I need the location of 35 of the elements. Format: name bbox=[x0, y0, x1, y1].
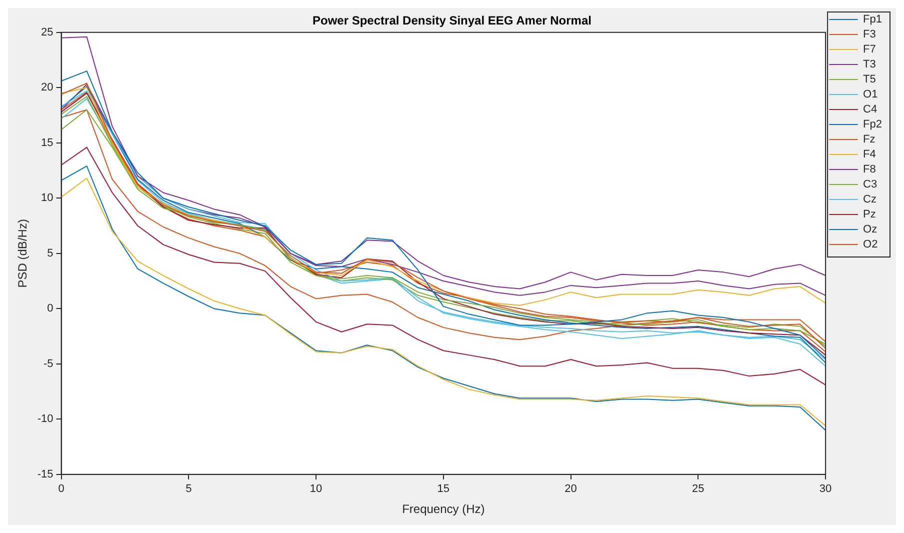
x-tick-label: 20 bbox=[564, 483, 577, 496]
x-tick-label: 15 bbox=[437, 483, 450, 496]
legend-label: F4 bbox=[863, 148, 876, 161]
y-tick-label: -5 bbox=[44, 358, 54, 370]
legend-label: F8 bbox=[863, 164, 876, 176]
y-tick-label: 15 bbox=[41, 136, 54, 149]
legend-label: O2 bbox=[863, 238, 878, 251]
legend-label: Pz bbox=[863, 208, 876, 221]
legend-label: Fp1 bbox=[863, 14, 882, 26]
y-tick-label: 10 bbox=[41, 192, 54, 204]
legend-label: Fz bbox=[863, 134, 876, 146]
chart-title: Power Spectral Density Sinyal EEG Amer Normal bbox=[312, 14, 592, 28]
y-tick-label: -10 bbox=[37, 413, 54, 426]
x-tick-label: 0 bbox=[58, 483, 64, 496]
x-tick-label: 10 bbox=[310, 483, 322, 496]
legend-label: F7 bbox=[863, 44, 876, 56]
x-axis-title: Frequency (Hz) bbox=[402, 502, 485, 516]
legend-label: F3 bbox=[863, 28, 876, 41]
y-tick-label: -15 bbox=[37, 468, 54, 480]
x-tick-label: 30 bbox=[819, 483, 832, 496]
legend-label: Oz bbox=[863, 224, 878, 236]
x-tick-label: 5 bbox=[186, 483, 192, 496]
y-tick-label: 20 bbox=[41, 82, 54, 94]
legend-label: Fp2 bbox=[863, 118, 882, 131]
legend-label: T5 bbox=[863, 74, 876, 86]
legend-label: Cz bbox=[863, 194, 876, 206]
y-tick-label: 5 bbox=[47, 247, 54, 260]
x-tick-label: 25 bbox=[692, 483, 704, 496]
y-tick-label: 25 bbox=[41, 26, 54, 38]
legend-label: C4 bbox=[863, 104, 878, 116]
legend-label: T3 bbox=[863, 58, 876, 71]
legend-label: C3 bbox=[863, 178, 878, 191]
y-tick-label: 0 bbox=[47, 302, 54, 315]
legend-label: O1 bbox=[863, 88, 878, 101]
y-axis-title: PSD (dB/Hz) bbox=[16, 219, 30, 288]
